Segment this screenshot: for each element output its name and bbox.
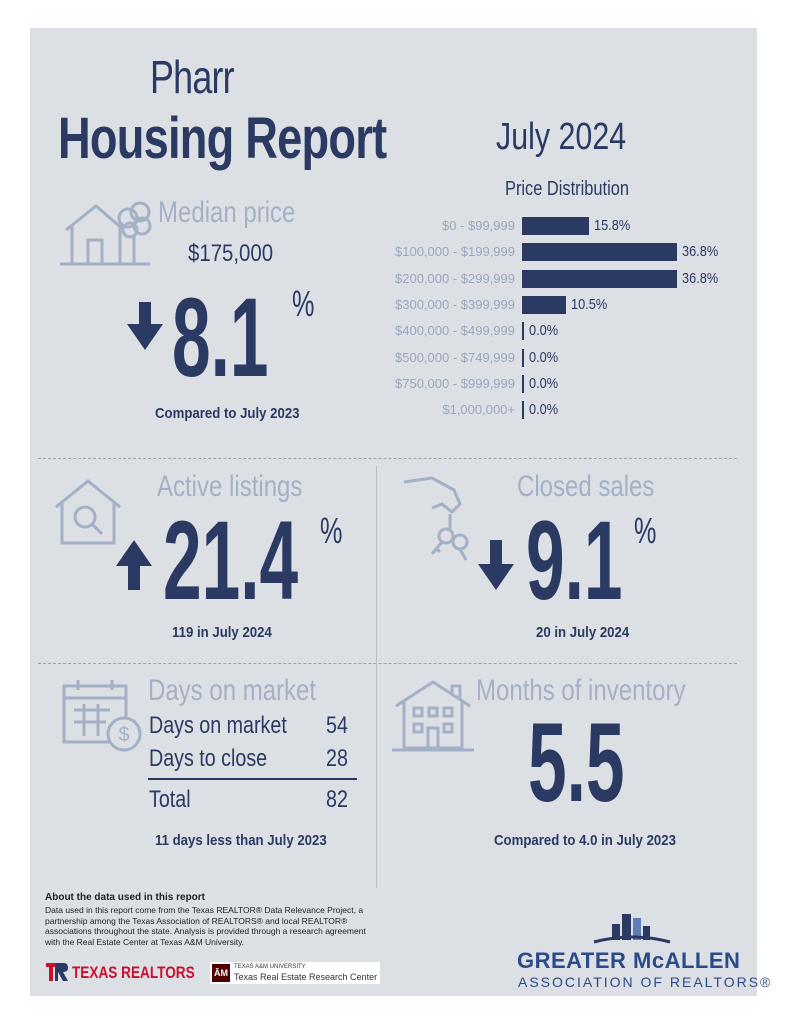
price-range-label: $500,000 - $749,999 — [395, 349, 515, 365]
active-listings-label: Active listings — [157, 470, 303, 503]
median-price-change: 8.1 — [172, 275, 269, 400]
closed-sales-pct: % — [634, 510, 657, 551]
report-page — [30, 28, 757, 996]
dom-row-label: Days to close — [149, 745, 268, 772]
months-inventory-label: Months of inventory — [476, 674, 686, 707]
building-icon — [392, 680, 474, 752]
price-distribution-value: 0.0% — [529, 374, 559, 392]
days-on-market-label: Days on market — [148, 674, 317, 707]
footer-heading: About the data used in this report — [45, 892, 206, 903]
days-on-market-note: 11 days less than July 2023 — [155, 832, 327, 849]
divider-vertical — [376, 466, 377, 888]
tamu-mark: ĀM — [212, 964, 230, 982]
texas-realtors-logo — [46, 963, 68, 981]
price-distribution-value: 0.0% — [529, 348, 559, 366]
months-inventory-note: Compared to 4.0 in July 2023 — [494, 832, 676, 849]
tamu-logo: ĀM TEXAS A&M UNIVERSITY Texas Real Estat… — [210, 962, 380, 984]
active-listings-pct: % — [320, 510, 343, 551]
price-distribution-value: 36.8% — [682, 269, 719, 287]
price-distribution-row: $300,000 - $399,999 10.5% — [0, 295, 791, 317]
tamu-university: TEXAS A&M UNIVERSITY — [234, 964, 306, 970]
down-arrow-icon — [127, 302, 163, 350]
greater-mcallen-name: GREATER McALLEN — [517, 948, 741, 973]
price-distribution-value: 0.0% — [529, 322, 559, 340]
price-distribution-title: Price Distribution — [505, 178, 629, 200]
price-range-label: $0 - $99,999 — [441, 218, 515, 233]
city-title: Pharr — [150, 51, 235, 103]
active-listings-change: 21.4 — [163, 498, 299, 623]
report-title: Housing Report — [58, 106, 387, 171]
price-distribution-row: $500,000 - $749,999 0.0% — [0, 348, 791, 370]
price-distribution-row: $0 - $99,999 15.8% — [0, 216, 791, 238]
price-distribution-value: 0.0% — [529, 401, 559, 419]
calendar-dollar-icon: $ — [62, 680, 142, 752]
total-rule — [148, 778, 357, 780]
median-price-label: Median price — [158, 196, 296, 229]
svg-text:$: $ — [118, 724, 129, 746]
median-price-pct: % — [292, 283, 315, 324]
active-listings-note: 119 in July 2024 — [172, 624, 272, 641]
divider-middle — [38, 663, 737, 664]
price-distribution-bar — [522, 401, 524, 420]
hand-keys-icon — [403, 476, 469, 561]
price-range-label: $200,000 - $299,999 — [395, 270, 515, 286]
price-distribution-bar — [522, 295, 566, 314]
price-distribution-row: $200,000 - $299,999 36.8% — [0, 269, 791, 291]
price-distribution-value: 10.5% — [571, 295, 608, 313]
closed-sales-label: Closed sales — [517, 470, 655, 503]
tamu-center: Texas Real Estate Research Center — [234, 972, 378, 982]
texas-realtors-text: TEXAS REALTORS — [72, 963, 195, 982]
price-distribution-row: $100,000 - $199,999 36.8% — [0, 242, 791, 264]
dom-total-value: 82 — [326, 786, 348, 813]
dom-row-value: 28 — [326, 745, 348, 772]
greater-mcallen-skyline-logo — [593, 914, 671, 944]
dom-row-label: Days on market — [149, 712, 287, 739]
house-tree-icon — [60, 201, 152, 266]
price-distribution-bar — [522, 322, 524, 341]
closed-sales-note: 20 in July 2024 — [536, 624, 630, 641]
months-inventory-value: 5.5 — [528, 700, 625, 825]
report-month: July 2024 — [496, 116, 627, 158]
median-price-value: $175,000 — [188, 240, 274, 267]
dom-row-value: 54 — [326, 712, 348, 739]
price-range-label: $750,000 - $999,999 — [395, 375, 515, 391]
price-distribution-value: 15.8% — [594, 217, 631, 234]
price-distribution-row: $1,000,000+ 0.0% — [0, 400, 791, 422]
dom-total-label: Total — [149, 786, 191, 813]
house-magnifier-icon — [55, 479, 121, 545]
price-distribution-row: $750,000 - $999,999 0.0% — [0, 374, 791, 396]
up-arrow-icon — [116, 540, 152, 590]
price-range-label: $400,000 - $499,999 — [395, 323, 515, 339]
price-distribution-value: 36.8% — [682, 243, 719, 261]
price-range-label: $300,000 - $399,999 — [395, 296, 515, 312]
price-distribution-bar — [522, 348, 524, 367]
price-range-label: $100,000 - $199,999 — [395, 244, 515, 260]
price-range-label: $1,000,000+ — [442, 402, 515, 418]
divider-top — [38, 458, 737, 459]
price-distribution-bar — [522, 217, 589, 235]
median-price-note: Compared to July 2023 — [155, 405, 300, 422]
price-distribution-row: $400,000 - $499,999 0.0% — [0, 321, 791, 343]
price-distribution-bar — [522, 243, 677, 262]
closed-sales-change: 9.1 — [526, 498, 623, 623]
footer-body: Data used in this report come from the T… — [45, 905, 366, 947]
greater-mcallen-subtitle: ASSOCIATION OF REALTORS® — [518, 974, 773, 990]
down-arrow-icon — [478, 540, 514, 590]
price-distribution-bar — [522, 269, 677, 288]
price-distribution-bar — [522, 374, 524, 393]
